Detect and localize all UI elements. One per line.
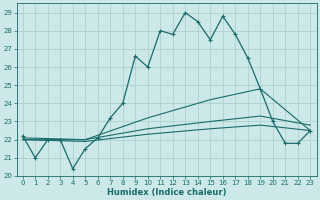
X-axis label: Humidex (Indice chaleur): Humidex (Indice chaleur): [107, 188, 226, 197]
